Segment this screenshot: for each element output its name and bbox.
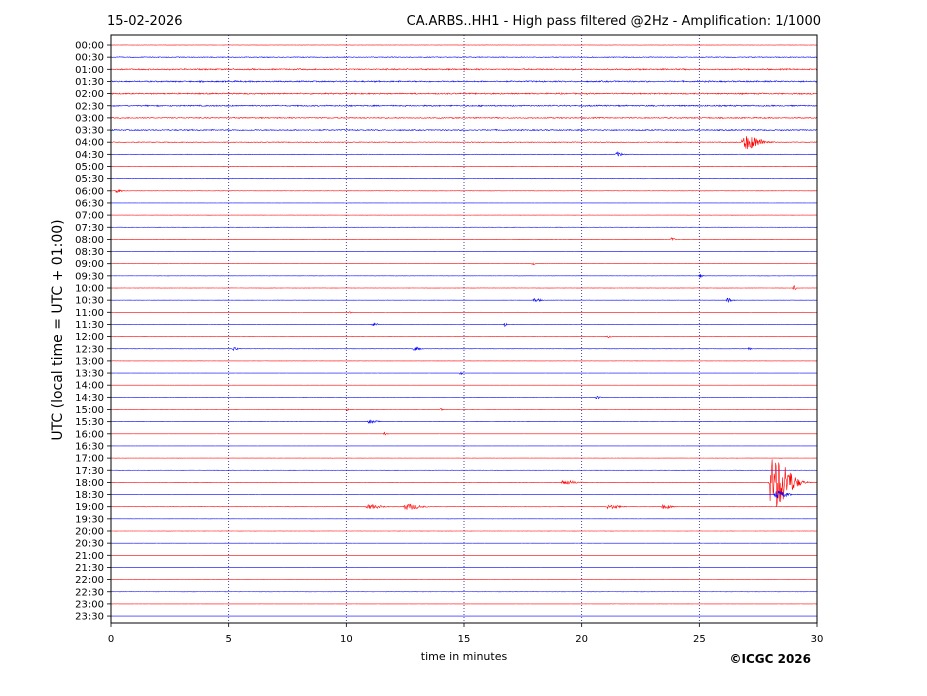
trace-row-0330	[110, 128, 818, 132]
trace-row-0600	[110, 189, 818, 194]
x-tick-label: 15	[458, 634, 471, 645]
y-tick-label: 05:00	[75, 162, 104, 173]
y-tick-label: 14:30	[75, 393, 104, 404]
y-tick-label: 09:00	[75, 259, 104, 270]
trace-row-1600	[110, 431, 818, 436]
y-tick-label: 00:00	[75, 41, 104, 52]
y-tick-label: 03:00	[75, 113, 104, 124]
trace-row-1030	[110, 297, 818, 304]
y-tick-label: 07:30	[75, 223, 104, 234]
y-tick-label: 08:30	[75, 247, 104, 258]
y-tick-label: 23:30	[75, 612, 104, 623]
y-tick-label: 06:00	[75, 186, 104, 197]
y-tick-label: 17:30	[75, 466, 104, 477]
trace-row-0900	[110, 262, 818, 266]
x-tick-label: 0	[108, 634, 114, 645]
y-tick-label: 12:30	[75, 344, 104, 355]
plot-frame	[110, 34, 818, 624]
y-tick-label: 16:00	[75, 429, 104, 440]
trace-row-1200	[111, 335, 818, 339]
trace-row-0130	[110, 79, 818, 84]
date-label: 15-02-2026	[107, 14, 183, 29]
x-axis-ticks: 0 5 10 15 20 25 30	[108, 623, 824, 645]
trace-row-0400	[110, 136, 818, 150]
y-tick-label: 21:30	[75, 563, 104, 574]
trace-row-1900	[110, 503, 818, 511]
trace-row-0030	[110, 56, 818, 59]
y-tick-label: 12:00	[75, 332, 104, 343]
x-axis-label: time in minutes	[421, 650, 508, 663]
trace-row-1500	[110, 407, 818, 412]
x-tick-label: 20	[575, 634, 588, 645]
trace-row-1130	[110, 322, 818, 328]
x-tick-label: 30	[811, 634, 824, 645]
y-tick-label: 23:00	[75, 599, 104, 610]
y-tick-label: 15:00	[75, 405, 104, 416]
y-tick-label: 02:00	[75, 89, 104, 100]
y-tick-label: 22:00	[75, 575, 104, 586]
y-tick-label: 14:00	[75, 381, 104, 392]
y-tick-label: 19:00	[75, 502, 104, 513]
trace-row-1230	[110, 346, 818, 351]
y-tick-label: 08:00	[75, 235, 104, 246]
y-tick-label: 22:30	[75, 587, 104, 598]
trace-row-0930	[110, 273, 818, 278]
trace-row-1330	[110, 371, 818, 376]
y-tick-label: 13:00	[75, 356, 104, 367]
trace-row-0800	[110, 237, 818, 241]
y-tick-label: 20:00	[75, 527, 104, 538]
y-axis-label: UTC (local time = UTC + 01:00)	[50, 219, 66, 440]
x-tick-label: 5	[225, 634, 231, 645]
y-tick-label: 19:30	[75, 514, 104, 525]
y-tick-label: 11:30	[75, 320, 104, 331]
seismic-traces	[110, 44, 818, 617]
y-tick-label: 00:30	[75, 53, 104, 64]
y-tick-label: 10:00	[75, 284, 104, 295]
y-tick-label: 04:30	[75, 150, 104, 161]
y-tick-label: 02:30	[75, 101, 104, 112]
y-tick-label: 09:30	[75, 271, 104, 282]
trace-row-1100	[110, 311, 818, 314]
x-tick-label: 10	[340, 634, 353, 645]
trace-row-0200	[110, 92, 818, 95]
trace-row-0300	[110, 116, 818, 120]
y-tick-label: 18:00	[75, 478, 104, 489]
y-tick-label: 20:30	[75, 539, 104, 550]
copyright-label: ©ICGC 2026	[729, 652, 811, 666]
x-tick-label: 25	[693, 634, 706, 645]
y-tick-label: 06:30	[75, 198, 104, 209]
trace-row-0230	[110, 104, 818, 108]
trace-row-1530	[110, 419, 818, 424]
trace-row-1430	[110, 396, 818, 400]
y-tick-label: 05:30	[75, 174, 104, 185]
y-tick-label: 03:30	[75, 126, 104, 137]
y-tick-label: 11:00	[75, 308, 104, 319]
y-tick-label: 15:30	[75, 417, 104, 428]
y-tick-label: 21:00	[75, 551, 104, 562]
y-tick-label: 18:30	[75, 490, 104, 501]
vertical-grid	[228, 35, 700, 623]
trace-row-1830	[110, 490, 818, 499]
chart-title: CA.ARBS..HH1 - High pass filtered @2Hz -…	[407, 14, 821, 29]
trace-row-0100	[110, 67, 818, 71]
y-tick-label: 04:00	[75, 138, 104, 149]
y-tick-label: 07:00	[75, 211, 104, 222]
y-tick-label: 01:00	[75, 65, 104, 76]
y-tick-label: 13:30	[75, 369, 104, 380]
trace-row-1800	[110, 459, 818, 508]
trace-row-0430	[110, 151, 818, 157]
y-tick-label: 10:30	[75, 296, 104, 307]
y-tick-label: 16:30	[75, 441, 104, 452]
y-tick-label: 01:30	[75, 77, 104, 88]
trace-row-1000	[111, 285, 818, 291]
y-tick-label: 17:00	[75, 454, 104, 465]
